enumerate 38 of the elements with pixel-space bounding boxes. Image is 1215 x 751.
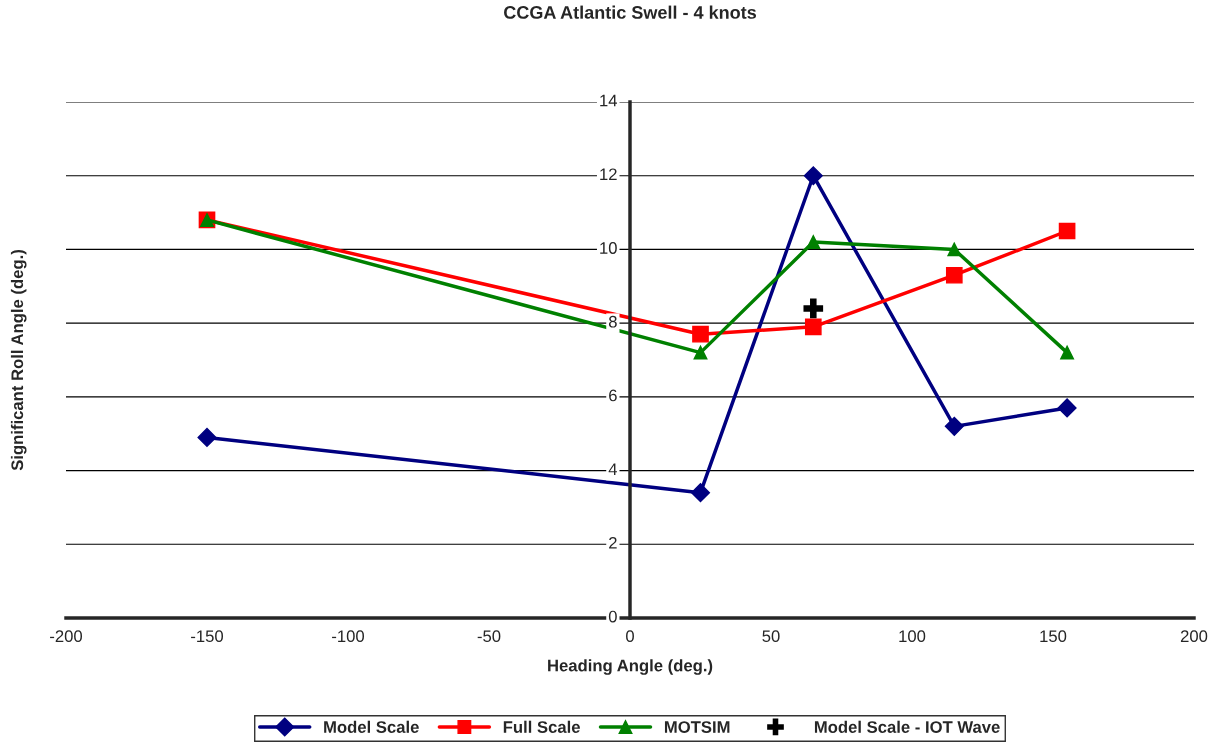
y-tick-label: 8 [608,315,617,328]
x-tick-label: -200 [50,630,83,643]
x-tick-label: -50 [477,630,501,643]
y-tick-label: 14 [600,94,618,107]
legend-label: MOTSIM [664,721,730,733]
point [692,325,709,343]
y-tick-label: 12 [600,168,617,181]
point [1058,222,1076,240]
point [944,416,964,436]
y-tick-label: 4 [608,463,618,475]
x-tick-label: 50 [762,630,780,643]
point [803,298,824,319]
point [945,266,963,284]
point [197,427,217,447]
point [947,242,962,257]
legend-label: Full Scale [503,720,580,733]
legend-label: Model Scale [324,720,419,733]
y-tick-label: 0 [608,610,617,623]
point [1057,398,1077,418]
y-tick-label: 2 [609,536,617,549]
point [804,318,822,336]
point [806,235,821,250]
y-tick-label: 10 [600,242,617,254]
chart-title: CCGA Atlantic Swell - 4 knots [504,5,756,19]
x-tick-label: 0 [626,630,634,643]
x-tick-label: 100 [899,630,926,643]
x-tick-label: 200 [1180,630,1208,643]
y-axis-title: Significant Roll Angle (deg.) [10,250,27,471]
y-tick-label: 6 [609,389,617,402]
x-axis-title: Heading Angle (deg.) [548,659,713,675]
point [803,166,823,186]
x-tick-label: -150 [191,630,224,643]
legend-label: Model Scale - IOT Wave [814,720,1000,733]
x-tick-label: 150 [1040,630,1067,643]
point [690,483,711,503]
point [693,345,708,360]
x-tick-label: -100 [332,630,365,643]
point [1060,345,1075,360]
